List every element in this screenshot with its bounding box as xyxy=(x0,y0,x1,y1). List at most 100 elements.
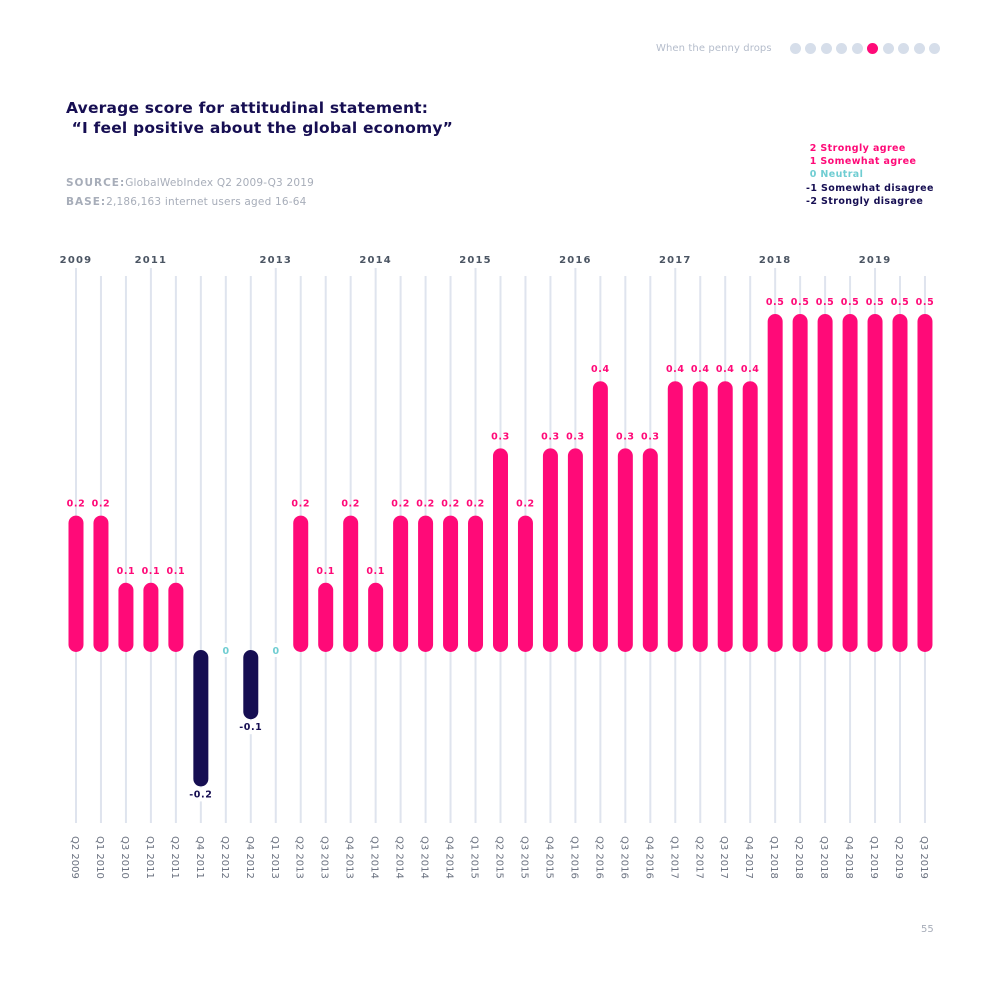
bar xyxy=(243,650,259,720)
year-label: 2017 xyxy=(659,255,692,266)
value-label: 0.1 xyxy=(316,566,335,577)
bar xyxy=(393,515,409,652)
value-label: 0.2 xyxy=(441,499,460,510)
category-label: Q4 2015 xyxy=(543,836,554,879)
bar xyxy=(867,314,883,652)
category-label: Q2 2017 xyxy=(693,836,704,879)
bar xyxy=(717,381,733,652)
legend-item-strongly-agree: 2 Strongly agree xyxy=(806,143,906,154)
category-label: Q4 2013 xyxy=(344,836,355,879)
year-label: 2016 xyxy=(559,255,592,266)
bar xyxy=(917,314,933,652)
category-label: Q4 2016 xyxy=(643,836,654,879)
category-label: Q4 2012 xyxy=(244,836,255,879)
pagination-dot xyxy=(851,43,863,54)
scale-legend: 2 Strongly agree 1 Somewhat agree 0 Neut… xyxy=(806,142,934,208)
category-label: Q1 2019 xyxy=(868,836,879,879)
bar xyxy=(318,582,334,652)
year-label: 2015 xyxy=(459,255,492,266)
category-label: Q2 2014 xyxy=(394,836,405,879)
value-label: 0.3 xyxy=(541,431,560,442)
year-label: 2014 xyxy=(359,255,392,266)
bar xyxy=(667,381,683,652)
value-label: 0.5 xyxy=(916,297,935,308)
category-label: Q1 2015 xyxy=(469,836,480,879)
chart-title: Average score for attitudinal statement:… xyxy=(66,98,453,138)
value-label: 0.5 xyxy=(791,297,810,308)
year-label: 2011 xyxy=(135,255,168,266)
chart-title-line-2: “I feel positive about the global econom… xyxy=(66,119,454,137)
category-label: Q2 2013 xyxy=(294,836,305,879)
value-label: 0.2 xyxy=(92,499,111,510)
value-label: 0.1 xyxy=(117,566,136,577)
value-label: 0.2 xyxy=(391,499,410,510)
value-label: 0.2 xyxy=(416,499,435,510)
bar xyxy=(193,650,209,787)
value-label: 0.1 xyxy=(142,566,161,577)
zero-label-bg xyxy=(269,643,282,657)
category-label: Q1 2017 xyxy=(668,836,679,879)
category-label: Q4 2014 xyxy=(444,836,455,879)
value-label-bg xyxy=(237,720,264,735)
pagination-dot xyxy=(898,43,910,54)
bar xyxy=(767,314,783,652)
category-label: Q4 2011 xyxy=(194,836,205,879)
category-label: Q2 2015 xyxy=(493,836,504,879)
category-label: Q2 2016 xyxy=(593,836,604,879)
bar xyxy=(468,515,484,652)
category-label: Q3 2014 xyxy=(419,836,430,879)
category-label: Q2 2012 xyxy=(219,836,230,879)
category-label: Q1 2011 xyxy=(144,836,155,879)
value-label: 0.2 xyxy=(291,499,310,510)
category-label: Q1 2014 xyxy=(369,836,380,879)
bar xyxy=(368,582,384,652)
pagination-dot xyxy=(882,43,894,54)
bar xyxy=(68,515,84,652)
value-label: 0.3 xyxy=(616,431,635,442)
category-label: Q3 2013 xyxy=(319,836,330,879)
value-label-bg xyxy=(187,787,214,802)
value-label: 0.3 xyxy=(566,431,585,442)
year-label: 2009 xyxy=(60,255,93,266)
bar xyxy=(842,314,858,652)
legend-item-somewhat-agree: 1 Somewhat agree xyxy=(806,156,917,168)
pagination-dots xyxy=(789,43,945,54)
pagination-dot xyxy=(805,43,817,54)
value-label: 0 xyxy=(223,646,230,657)
bar xyxy=(293,515,309,652)
bar xyxy=(692,381,708,652)
category-label: Q3 2015 xyxy=(518,836,529,879)
category-label: Q3 2017 xyxy=(718,836,729,879)
bar xyxy=(542,448,558,652)
section-label: When the penny drops xyxy=(656,43,772,54)
category-label: Q2 2009 xyxy=(69,836,80,879)
source-value: GlobalWebIndex Q2 2009-Q3 2019 xyxy=(125,177,314,189)
bar xyxy=(742,381,758,652)
value-label: -0.1 xyxy=(239,722,262,733)
value-label: 0.3 xyxy=(491,431,510,442)
value-label: 0.4 xyxy=(716,364,735,375)
value-label: 0.4 xyxy=(666,364,685,375)
value-label: 0.1 xyxy=(366,566,385,577)
value-label: 0.3 xyxy=(641,431,660,442)
value-label: 0.2 xyxy=(466,499,485,510)
page-number: 55 xyxy=(921,924,934,935)
category-label: Q3 2018 xyxy=(818,836,829,879)
value-label: 0 xyxy=(272,646,279,657)
bar xyxy=(93,515,109,652)
bar xyxy=(892,314,908,652)
base-key: BASE: xyxy=(66,196,107,208)
category-label: Q1 2013 xyxy=(269,836,280,879)
pagination-dot xyxy=(929,43,941,54)
value-label: 0.2 xyxy=(516,499,535,510)
bar xyxy=(792,314,808,652)
section-nav: When the penny drops xyxy=(656,43,945,54)
category-label: Q3 2010 xyxy=(119,836,130,879)
bar xyxy=(567,448,583,652)
category-label: Q1 2010 xyxy=(94,836,105,879)
category-label: Q3 2019 xyxy=(918,836,929,879)
zero-label-bg xyxy=(219,643,232,657)
bar xyxy=(443,515,459,652)
category-label: Q2 2019 xyxy=(893,836,904,879)
